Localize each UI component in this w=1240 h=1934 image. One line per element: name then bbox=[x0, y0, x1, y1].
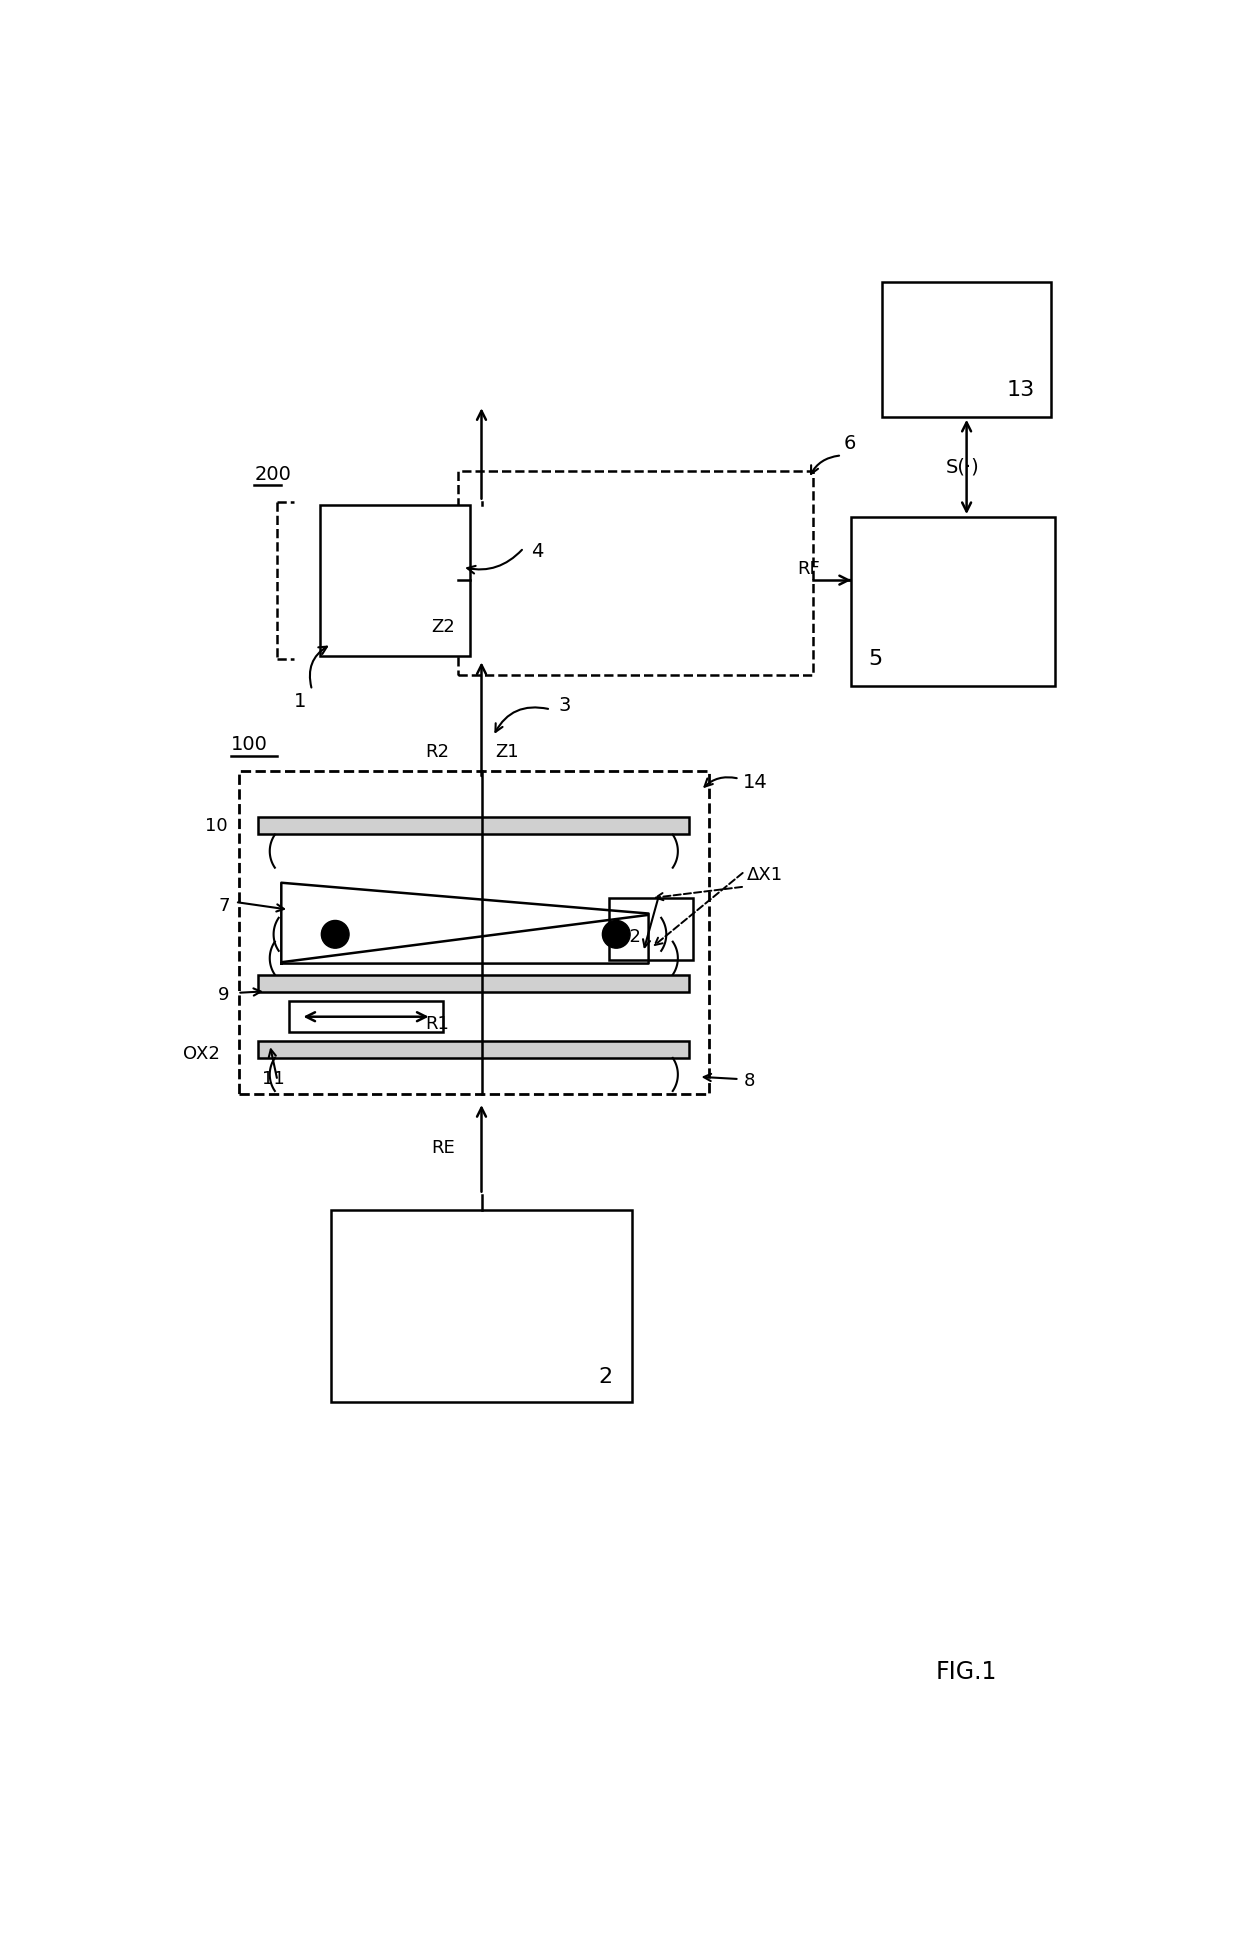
Text: Z2: Z2 bbox=[430, 619, 455, 636]
Text: 13: 13 bbox=[1006, 379, 1034, 400]
Text: 3: 3 bbox=[558, 696, 570, 716]
Text: 100: 100 bbox=[231, 735, 268, 754]
Text: RE: RE bbox=[430, 1139, 455, 1157]
Bar bbox=[331, 1211, 631, 1402]
Bar bbox=[459, 470, 812, 675]
Text: 6: 6 bbox=[843, 435, 856, 453]
Circle shape bbox=[321, 921, 350, 948]
Bar bbox=[258, 1040, 689, 1058]
Bar bbox=[239, 772, 708, 1095]
Text: 4: 4 bbox=[532, 542, 544, 561]
Text: 1: 1 bbox=[294, 692, 306, 712]
Text: 2: 2 bbox=[598, 1367, 613, 1387]
Bar bbox=[258, 818, 689, 834]
Text: 10: 10 bbox=[205, 816, 227, 835]
Text: R2: R2 bbox=[425, 743, 449, 760]
Bar bbox=[258, 975, 689, 992]
Text: R1: R1 bbox=[425, 1015, 449, 1033]
Text: Z1: Z1 bbox=[495, 743, 520, 760]
Text: 8: 8 bbox=[743, 1071, 755, 1089]
Circle shape bbox=[603, 921, 630, 948]
Text: 200: 200 bbox=[254, 466, 291, 484]
Bar bbox=[320, 505, 470, 656]
Text: S(·): S(·) bbox=[946, 458, 980, 476]
Text: 9: 9 bbox=[218, 986, 229, 1004]
Text: OX2: OX2 bbox=[182, 1044, 219, 1062]
Bar bbox=[609, 897, 693, 959]
Text: 5: 5 bbox=[868, 650, 883, 669]
Text: 12: 12 bbox=[618, 928, 641, 946]
Text: FIG.1: FIG.1 bbox=[936, 1659, 997, 1685]
Bar bbox=[289, 1002, 443, 1033]
Text: 11: 11 bbox=[262, 1070, 285, 1089]
Bar bbox=[882, 282, 1052, 418]
Text: 7: 7 bbox=[218, 897, 229, 915]
Text: ΔX1: ΔX1 bbox=[748, 866, 784, 884]
Text: RF: RF bbox=[797, 559, 820, 578]
Bar bbox=[851, 516, 1055, 687]
Text: 14: 14 bbox=[743, 774, 768, 793]
